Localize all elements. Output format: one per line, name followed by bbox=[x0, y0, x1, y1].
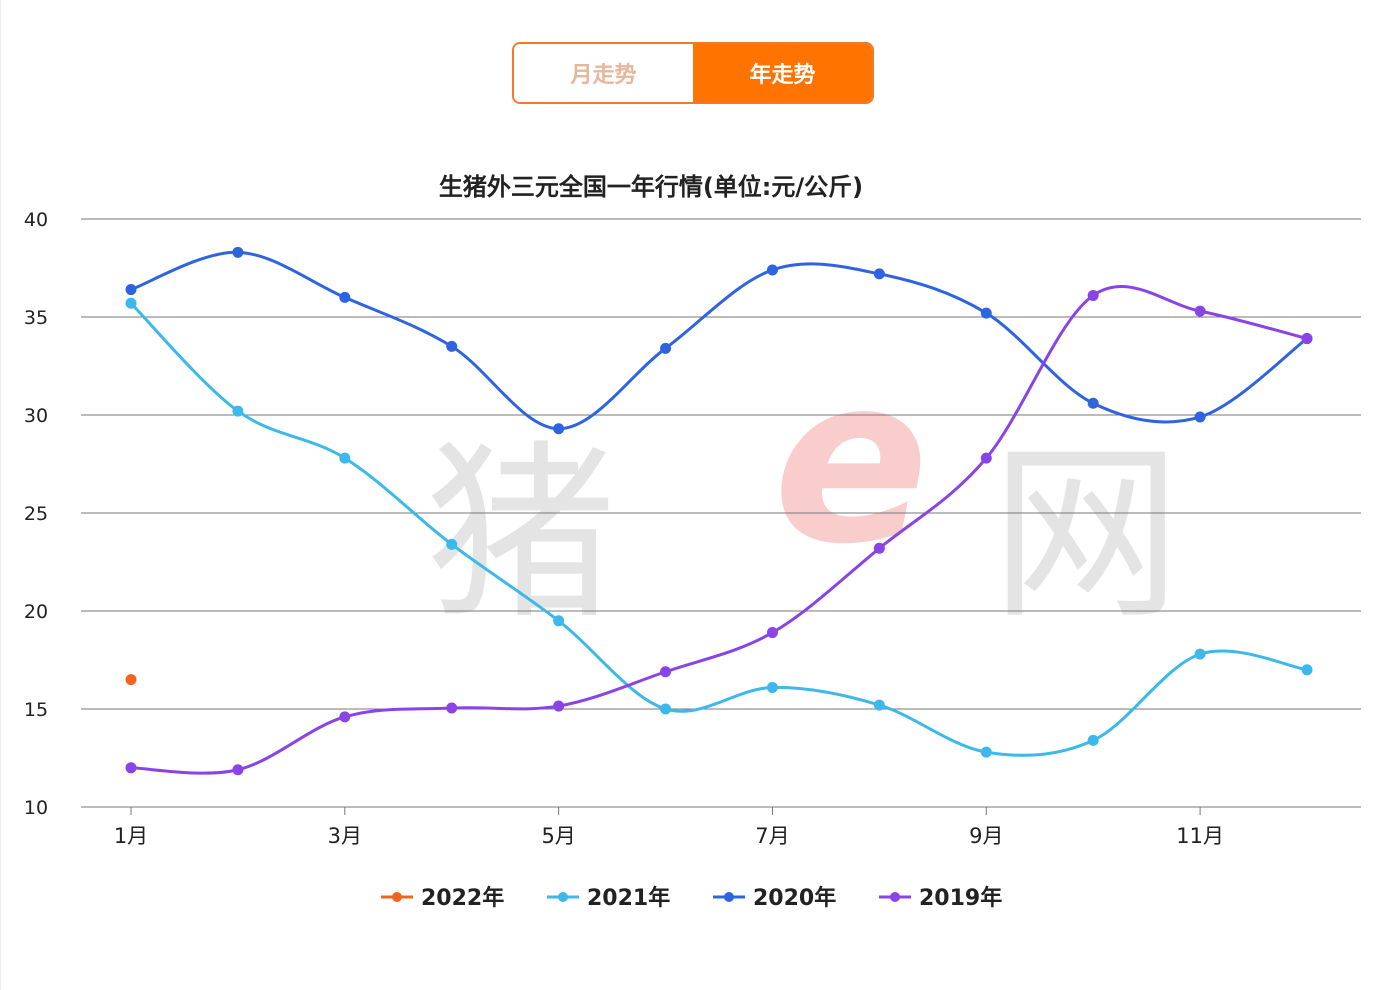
data-point bbox=[980, 307, 992, 319]
chart-title: 生猪外三元全国一年行情(单位:元/公斤) bbox=[439, 173, 863, 201]
x-tick-label: 5月 bbox=[541, 824, 575, 848]
data-point bbox=[873, 268, 885, 280]
data-point bbox=[660, 703, 672, 715]
data-point bbox=[1087, 397, 1099, 409]
series-line bbox=[129, 302, 1308, 757]
series-2020年 bbox=[125, 246, 1313, 435]
series-2019年 bbox=[125, 285, 1313, 776]
svg-text:网: 网 bbox=[991, 424, 1181, 645]
data-point bbox=[339, 452, 351, 464]
y-tick-label: 40 bbox=[24, 209, 48, 231]
data-point bbox=[446, 340, 458, 352]
legend-marker bbox=[890, 892, 900, 902]
data-point bbox=[660, 342, 672, 354]
data-point bbox=[660, 666, 672, 678]
legend-label: 2020年 bbox=[753, 885, 836, 911]
legend-marker bbox=[724, 892, 734, 902]
year-trend-tab[interactable]: 年走势 bbox=[693, 44, 872, 102]
x-tick-label: 1月 bbox=[114, 824, 148, 848]
data-point bbox=[339, 291, 351, 303]
data-point bbox=[125, 297, 137, 309]
x-tick-label: 3月 bbox=[328, 824, 362, 848]
data-point bbox=[232, 405, 244, 417]
data-point bbox=[980, 746, 992, 758]
y-tick-label: 30 bbox=[24, 405, 48, 427]
data-point bbox=[873, 542, 885, 554]
data-point bbox=[766, 264, 778, 276]
data-point bbox=[1301, 333, 1313, 345]
y-tick-label: 20 bbox=[24, 601, 48, 623]
y-tick-label: 10 bbox=[24, 797, 48, 819]
data-point bbox=[1087, 289, 1099, 301]
svg-text:猪: 猪 bbox=[426, 424, 616, 645]
x-tick-label: 7月 bbox=[755, 824, 789, 848]
x-tick-label: 11月 bbox=[1176, 824, 1224, 848]
series-line bbox=[130, 285, 1308, 775]
series-2021年 bbox=[125, 297, 1313, 758]
legend-marker bbox=[558, 892, 568, 902]
data-point bbox=[125, 284, 137, 296]
series-line bbox=[130, 250, 1308, 431]
trend-toggle: 月走势 年走势 bbox=[512, 42, 874, 104]
data-point bbox=[232, 764, 244, 776]
data-point bbox=[1087, 734, 1099, 746]
data-point bbox=[766, 681, 778, 693]
x-tick-label: 9月 bbox=[969, 824, 1003, 848]
data-point bbox=[1194, 648, 1206, 660]
data-point bbox=[553, 423, 565, 435]
data-point bbox=[873, 699, 885, 711]
data-point bbox=[1194, 305, 1206, 317]
data-point bbox=[766, 627, 778, 639]
svg-text:e: e bbox=[773, 328, 929, 595]
watermark-logo: 猪 e 网 bbox=[426, 328, 1181, 645]
data-point bbox=[980, 452, 992, 464]
y-tick-label: 15 bbox=[24, 699, 48, 721]
data-point bbox=[446, 538, 458, 550]
y-tick-label: 25 bbox=[24, 503, 48, 525]
y-tick-label: 35 bbox=[24, 307, 48, 329]
data-point bbox=[1301, 664, 1313, 676]
data-point bbox=[553, 615, 565, 627]
series-2022年 bbox=[125, 674, 137, 686]
data-point bbox=[1194, 411, 1206, 423]
data-point bbox=[125, 762, 137, 774]
legend-label: 2019年 bbox=[919, 885, 1002, 911]
legend-label: 2022年 bbox=[421, 885, 504, 911]
data-point bbox=[339, 711, 351, 723]
data-point bbox=[232, 246, 244, 258]
data-point bbox=[446, 702, 458, 714]
legend-label: 2021年 bbox=[587, 885, 670, 911]
data-point bbox=[553, 700, 565, 712]
month-trend-tab[interactable]: 月走势 bbox=[514, 44, 693, 102]
data-point bbox=[125, 674, 137, 686]
legend-marker bbox=[392, 892, 402, 902]
